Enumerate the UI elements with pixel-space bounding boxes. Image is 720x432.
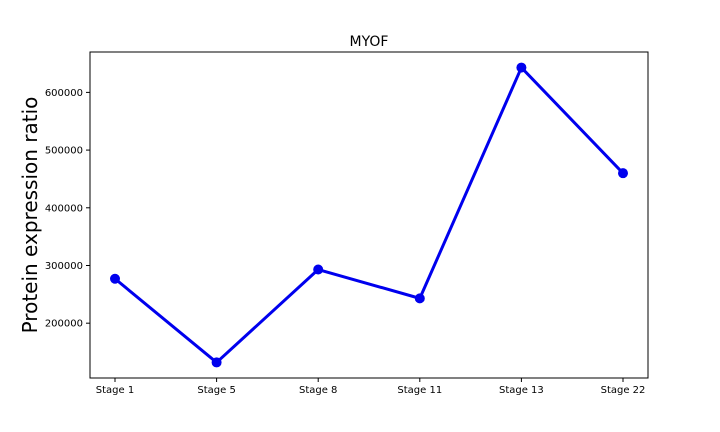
x-tick-label: Stage 22: [601, 385, 646, 396]
y-tick-label: 500000: [45, 146, 83, 157]
series-line: [113, 66, 625, 364]
series-layer: [110, 62, 628, 368]
y-tick-label: 400000: [45, 203, 83, 214]
chart-title: MYOF: [350, 34, 389, 50]
data-point: [110, 273, 120, 284]
y-axis: 200000 300000 400000 500000 600000: [45, 88, 90, 330]
data-point: [313, 264, 324, 275]
x-tick-label: Stage 13: [499, 385, 544, 396]
y-tick-label: 300000: [45, 261, 83, 272]
y-tick-label: 600000: [45, 88, 83, 99]
x-tick-label: Stage 1: [96, 385, 134, 396]
y-tick-label: 200000: [45, 319, 83, 330]
data-point: [414, 293, 425, 304]
x-axis: Stage 1 Stage 5 Stage 8 Stage 11 Stage 13 Sta…: [96, 378, 646, 396]
y-axis-label: Protein expression ratio: [18, 97, 42, 334]
data-point: [618, 168, 628, 179]
data-point: [211, 357, 222, 368]
x-tick-label: Stage 5: [197, 385, 235, 396]
data-point: [516, 62, 527, 73]
x-tick-label: Stage 11: [397, 385, 442, 396]
x-tick-label: Stage 8: [299, 385, 337, 396]
plot-area-frame: [89, 51, 649, 379]
